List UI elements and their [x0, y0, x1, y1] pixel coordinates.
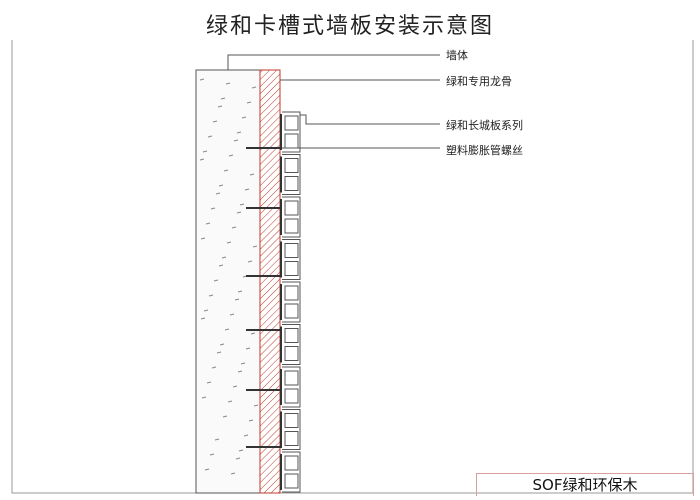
concrete-aggregate: [234, 298, 240, 301]
concrete-aggregate: [216, 351, 222, 354]
panel-module: [282, 281, 301, 323]
concrete-aggregate: [253, 404, 259, 407]
panel-cavity: [284, 285, 299, 301]
concrete-aggregate: [252, 245, 258, 248]
keel-hatched: [259, 69, 281, 494]
concrete-aggregate: [204, 468, 210, 471]
panel-cavity: [284, 370, 299, 386]
panel-cavity: [284, 133, 299, 149]
panel-cavity: [284, 261, 299, 276]
concrete-aggregate: [223, 169, 229, 172]
panel-cavity: [284, 328, 299, 343]
concrete-aggregate: [235, 457, 241, 460]
concrete-aggregate: [245, 347, 251, 350]
panel-cavity: [284, 413, 299, 428]
label-wall: 墙体: [446, 49, 468, 62]
concrete-aggregate: [239, 203, 245, 206]
concrete-aggregate: [237, 290, 243, 293]
panel-module: [282, 451, 301, 493]
concrete-aggregate: [200, 317, 206, 320]
concrete-aggregate: [219, 343, 225, 346]
concrete-aggregate: [206, 381, 212, 384]
concrete-aggregate: [200, 237, 206, 240]
concrete-aggregate: [241, 116, 247, 119]
concrete-aggregate: [209, 453, 215, 456]
concrete-aggregate: [205, 222, 211, 225]
panel-cavity: [284, 431, 299, 446]
panel-module: [282, 239, 301, 280]
panel-cavity: [284, 473, 299, 489]
concrete-aggregate: [233, 139, 239, 142]
concrete-aggregate: [210, 207, 216, 210]
wall-concrete: [195, 69, 261, 494]
concrete-aggregate: [220, 97, 226, 100]
panel-cavity: [284, 455, 299, 471]
panel-cavity: [284, 346, 299, 361]
concrete-aggregate: [218, 184, 224, 187]
leader-wall: [227, 54, 440, 70]
concrete-aggregate: [212, 120, 218, 123]
concrete-aggregate: [236, 211, 242, 214]
concrete-aggregate: [238, 449, 244, 452]
concrete-aggregate: [215, 192, 221, 195]
panel-cavity: [284, 388, 299, 404]
concrete-aggregate: [225, 82, 231, 85]
concrete-aggregate: [208, 294, 214, 297]
concrete-aggregate: [237, 370, 243, 373]
concrete-aggregate: [222, 415, 228, 418]
panel-module: [282, 196, 301, 238]
concrete-aggregate: [213, 279, 219, 282]
panel-cavity: [284, 158, 299, 173]
concrete-aggregate: [250, 332, 256, 335]
concrete-aggregate: [211, 366, 217, 369]
concrete-aggregate: [229, 313, 235, 316]
concrete-aggregate: [251, 86, 257, 89]
label-panel: 绿和长城板系列: [446, 119, 523, 132]
concrete-aggregate: [228, 154, 234, 157]
concrete-aggregate: [199, 158, 205, 161]
concrete-aggregate: [201, 396, 207, 399]
panel-cavity: [284, 176, 299, 191]
concrete-aggregate: [199, 78, 205, 81]
concrete-aggregate: [202, 150, 208, 153]
concrete-aggregate: [203, 309, 209, 312]
concrete-aggregate: [236, 131, 242, 134]
panel-module: [282, 324, 301, 365]
label-screw: 塑料膨胀管螺丝: [446, 144, 523, 157]
concrete-aggregate: [230, 472, 236, 475]
concrete-aggregate: [227, 400, 233, 403]
panel-module: [282, 409, 301, 450]
concrete-aggregate: [246, 101, 252, 104]
leader-panel: [300, 114, 440, 125]
concrete-aggregate: [221, 256, 227, 259]
concrete-aggregate: [218, 264, 224, 267]
concrete-aggregate: [232, 385, 238, 388]
concrete-aggregate: [248, 419, 254, 422]
concrete-aggregate: [244, 188, 250, 191]
panel-module: [282, 111, 301, 153]
panel-cavity: [284, 115, 299, 131]
brand-label: SOF绿和环保木: [476, 473, 694, 496]
panel-cavity: [284, 200, 299, 216]
label-keel: 绿和专用龙骨: [446, 75, 512, 88]
concrete-aggregate: [243, 434, 249, 437]
concrete-aggregate: [224, 328, 230, 331]
concrete-aggregate: [247, 260, 253, 263]
concrete-aggregate: [214, 438, 220, 441]
panel-module: [282, 154, 301, 195]
concrete-aggregate: [240, 362, 246, 365]
concrete-aggregate: [226, 241, 232, 244]
frame-border: [11, 40, 694, 494]
panel-cavity: [284, 218, 299, 234]
concrete-aggregate: [249, 173, 255, 176]
concrete-aggregate: [217, 105, 223, 108]
panel-cavity: [284, 243, 299, 258]
diagram-title: 绿和卡槽式墙板安装示意图: [205, 14, 494, 39]
panel-module: [282, 366, 301, 408]
concrete-aggregate: [231, 226, 237, 229]
panel-cavity: [284, 303, 299, 319]
concrete-aggregate: [207, 135, 213, 138]
